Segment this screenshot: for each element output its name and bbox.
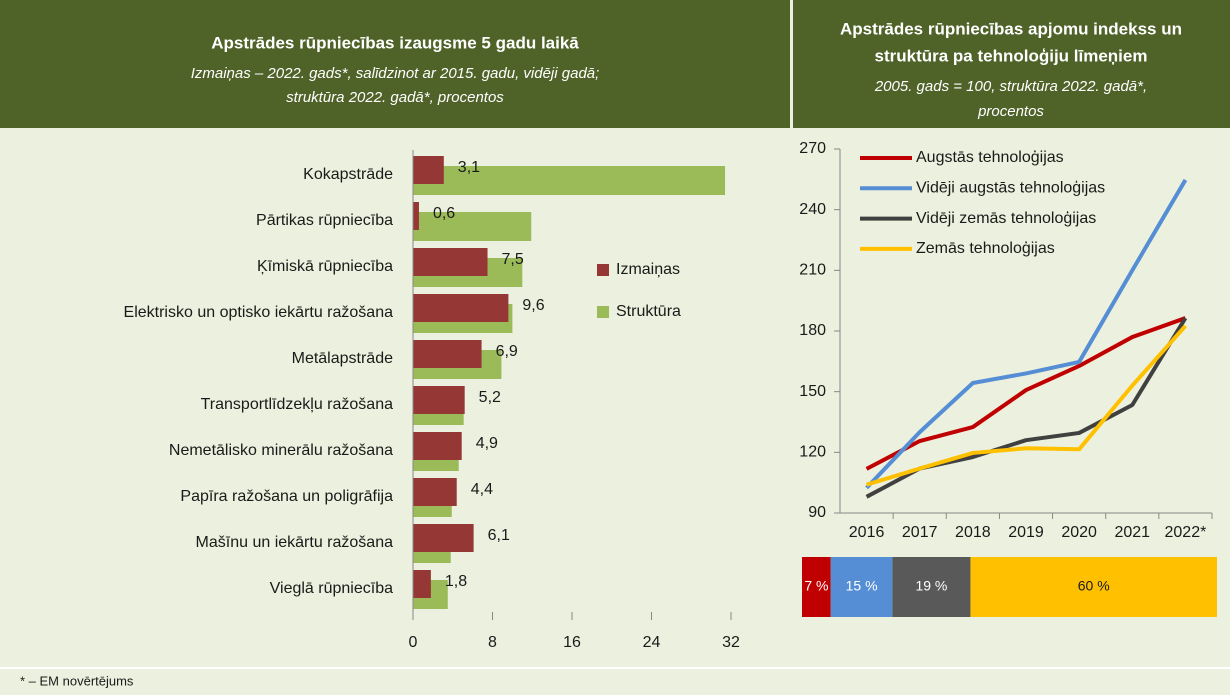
bar bbox=[413, 156, 444, 184]
right-subtitle: procentos bbox=[977, 103, 1044, 120]
category-label: Kokapstrāde bbox=[303, 166, 393, 183]
footnote: * – EM novērtējums bbox=[20, 673, 134, 688]
x-tick-label: 32 bbox=[722, 634, 740, 651]
right-subtitle: 2005. gads = 100, struktūra 2022. gadā*, bbox=[874, 78, 1147, 95]
category-label: Ķīmiskā rūpniecība bbox=[257, 258, 393, 275]
legend-label: Augstās tehnoloģijas bbox=[916, 148, 1064, 166]
line bbox=[865, 324, 1187, 487]
bar bbox=[413, 202, 419, 230]
right-header bbox=[793, 0, 1230, 128]
x-tick-label: 0 bbox=[409, 634, 418, 651]
legend-label: Vidēji augstās tehnoloģijas bbox=[916, 179, 1105, 197]
y-tick-label: 180 bbox=[799, 322, 826, 339]
y-tick-label: 90 bbox=[808, 504, 826, 521]
legend-swatch bbox=[597, 306, 609, 318]
y-tick-label: 240 bbox=[799, 201, 826, 218]
x-tick-label: 24 bbox=[643, 634, 661, 651]
category-label: Nemetālisko minerālu ražošana bbox=[169, 442, 393, 459]
y-tick-label: 210 bbox=[799, 262, 826, 279]
x-tick-label: 2017 bbox=[902, 524, 938, 541]
x-tick-label: 8 bbox=[488, 634, 497, 651]
share-segment bbox=[802, 557, 831, 617]
category-label: Transportlīdzekļu ražošana bbox=[201, 396, 393, 413]
line bbox=[865, 178, 1188, 490]
legend-label: Zemās tehnoloģijas bbox=[916, 239, 1055, 257]
bar bbox=[413, 212, 532, 241]
share-label: 15 % bbox=[846, 578, 878, 594]
category-label: Metālapstrāde bbox=[292, 350, 393, 367]
right-title: struktūra pa tehnoloģiju līmeņiem bbox=[875, 46, 1148, 65]
bar bbox=[413, 386, 465, 414]
bar bbox=[413, 570, 431, 598]
value-label: 4,9 bbox=[476, 435, 498, 452]
y-tick-label: 150 bbox=[799, 383, 826, 400]
left-subtitle: struktūra 2022. gadā*, procentos bbox=[286, 89, 504, 106]
left-subtitle: Izmaiņas – 2022. gads*, salīdzinot ar 20… bbox=[191, 65, 600, 82]
x-tick-label: 2021 bbox=[1114, 524, 1150, 541]
share-label: 7 % bbox=[804, 578, 828, 594]
share-segment bbox=[830, 557, 893, 617]
value-label: 6,9 bbox=[496, 343, 518, 360]
category-label: Mašīnu un iekārtu ražošana bbox=[196, 534, 394, 551]
x-tick-label: 2022* bbox=[1165, 524, 1207, 541]
x-tick-label: 2020 bbox=[1061, 524, 1097, 541]
value-label: 4,4 bbox=[471, 481, 493, 498]
y-tick-label: 270 bbox=[799, 140, 826, 157]
bar bbox=[413, 248, 488, 276]
category-label: Vieglā rūpniecība bbox=[270, 580, 393, 597]
legend-swatch bbox=[597, 264, 609, 276]
value-label: 1,8 bbox=[445, 573, 467, 590]
y-tick-label: 120 bbox=[799, 444, 826, 461]
bar bbox=[413, 478, 457, 506]
value-label: 0,6 bbox=[433, 205, 455, 222]
x-tick-label: 2019 bbox=[1008, 524, 1044, 541]
legend-label: Vidēji zemās tehnoloģijas bbox=[916, 209, 1096, 227]
share-segment bbox=[970, 557, 1217, 617]
right-title: Apstrādes rūpniecības apjomu indekss un bbox=[840, 19, 1182, 38]
left-title: Apstrādes rūpniecības izaugsme 5 gadu la… bbox=[211, 33, 579, 52]
bar bbox=[413, 294, 509, 322]
category-label: Papīra ražošana un poligrāfija bbox=[180, 488, 393, 505]
bar bbox=[413, 432, 462, 460]
legend-label: Izmaiņas bbox=[616, 261, 680, 278]
share-segment bbox=[892, 557, 971, 617]
x-tick-label: 2018 bbox=[955, 524, 991, 541]
legend-label: Struktūra bbox=[616, 303, 681, 320]
category-label: Pārtikas rūpniecība bbox=[256, 212, 393, 229]
line bbox=[865, 316, 1187, 471]
bar bbox=[413, 340, 482, 368]
bar bbox=[413, 166, 726, 195]
value-label: 7,5 bbox=[502, 251, 524, 268]
x-tick-label: 2016 bbox=[849, 524, 885, 541]
value-label: 6,1 bbox=[488, 527, 510, 544]
share-label: 19 % bbox=[915, 578, 947, 594]
value-label: 3,1 bbox=[458, 159, 480, 176]
bar bbox=[413, 524, 474, 552]
left-header bbox=[0, 0, 790, 128]
value-label: 9,6 bbox=[522, 297, 544, 314]
value-label: 5,2 bbox=[479, 389, 501, 406]
share-label: 60 % bbox=[1078, 578, 1110, 594]
x-tick-label: 16 bbox=[563, 634, 581, 651]
category-label: Elektrisko un optisko iekārtu ražošana bbox=[124, 304, 394, 321]
